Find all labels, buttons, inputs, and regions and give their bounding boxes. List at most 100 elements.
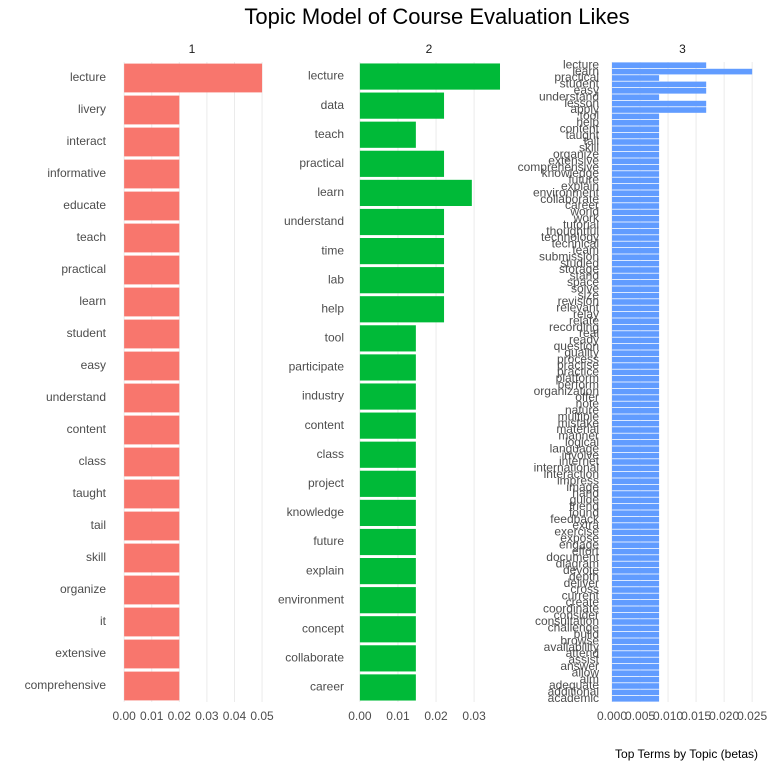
y-tick-label: browse [560, 633, 599, 647]
bar [359, 383, 416, 410]
y-tick-label: project [308, 476, 345, 490]
y-tick-label: impress [557, 473, 599, 487]
y-tick-label: understand [46, 390, 106, 404]
y-tick-label: practical [61, 262, 106, 276]
bar [359, 208, 445, 236]
y-tick-label: thoughtful [546, 224, 599, 238]
y-tick-label: mistake [558, 416, 600, 430]
bar [124, 383, 180, 413]
bar [612, 561, 660, 568]
bar [359, 121, 416, 148]
y-tick-label: lab [328, 272, 344, 286]
bar [612, 676, 660, 683]
bar [359, 63, 501, 90]
bar [612, 625, 660, 632]
y-tick-label: comprehensive [518, 160, 600, 174]
x-tick-label: 0.010 [653, 709, 683, 723]
y-tick-label: exercise [554, 525, 599, 539]
y-tick-label: relate [569, 313, 599, 327]
x-tick-label: 0.05 [250, 709, 274, 723]
y-tick-label: document [546, 550, 599, 564]
y-tick-label: learn [572, 64, 599, 78]
bar [612, 510, 660, 517]
y-tick-label: teach [77, 230, 106, 244]
y-tick-label: help [576, 115, 599, 129]
y-tick-label: adequate [549, 678, 599, 692]
bar [612, 414, 660, 421]
y-tick-label: practice [557, 365, 599, 379]
bar [359, 558, 416, 585]
bar [612, 68, 753, 75]
y-tick-label: space [567, 275, 599, 289]
x-tick-label: 0.025 [737, 709, 767, 723]
y-tick-label: process [557, 352, 599, 366]
bar [612, 292, 660, 299]
y-tick-label: stand [570, 269, 599, 283]
bar [612, 369, 660, 376]
bar [612, 657, 660, 664]
bar [612, 324, 660, 331]
y-tick-label: solve [571, 281, 599, 295]
y-tick-label: aim [580, 672, 599, 686]
y-tick-label: skill [86, 550, 106, 564]
bar [124, 543, 180, 573]
bar [612, 209, 660, 216]
facet-label: 1 [189, 42, 196, 56]
y-tick-label: skill [579, 141, 599, 155]
bar [612, 523, 660, 529]
y-tick-label: question [554, 339, 599, 353]
y-tick-label: note [576, 397, 600, 411]
bar [612, 113, 660, 120]
y-tick-label: nature [565, 403, 599, 417]
y-tick-label: image [566, 480, 599, 494]
x-tick-label: 0.01 [386, 709, 410, 723]
y-tick-label: knowledge [287, 505, 345, 519]
bar [124, 575, 180, 605]
bar [612, 638, 660, 645]
bar [612, 663, 660, 670]
y-tick-label: lecture [563, 57, 599, 71]
y-tick-label: size [578, 288, 600, 302]
bar [612, 228, 660, 235]
bar [612, 516, 660, 523]
bar [124, 255, 180, 285]
y-tick-label: tail [91, 518, 106, 532]
bar [124, 351, 180, 381]
bar [612, 567, 660, 574]
bar [612, 535, 660, 542]
y-tick-label: guide [570, 493, 600, 507]
bar [359, 587, 416, 614]
x-tick-label: 0.015 [681, 709, 711, 723]
bar [612, 593, 660, 600]
y-tick-label: engage [559, 537, 599, 551]
y-tick-label: cross [570, 582, 599, 596]
bar [612, 151, 660, 158]
bar [612, 145, 660, 152]
bar [612, 471, 660, 478]
bar [612, 548, 660, 555]
bar [612, 401, 660, 408]
bar [612, 171, 660, 177]
y-tick-label: offer [575, 390, 599, 404]
y-tick-label: deliver [564, 576, 599, 590]
y-tick-label: tool [580, 109, 599, 123]
bar [612, 465, 660, 472]
bar [612, 407, 660, 414]
x-tick-label: 0.02 [424, 709, 448, 723]
y-tick-label: organize [60, 582, 106, 596]
bar [612, 356, 660, 363]
y-tick-label: real [579, 326, 599, 340]
bar [612, 363, 660, 369]
y-tick-label: manner [558, 429, 599, 443]
y-tick-label: feedback [550, 512, 600, 526]
bar [124, 287, 180, 317]
y-tick-label: coordinate [543, 601, 599, 615]
x-tick-label: 0.04 [223, 709, 247, 723]
bar [359, 499, 416, 526]
y-tick-label: easy [81, 358, 106, 372]
y-tick-label: international [534, 461, 599, 475]
bar [612, 126, 660, 133]
bar [359, 441, 416, 468]
bar [612, 94, 660, 101]
